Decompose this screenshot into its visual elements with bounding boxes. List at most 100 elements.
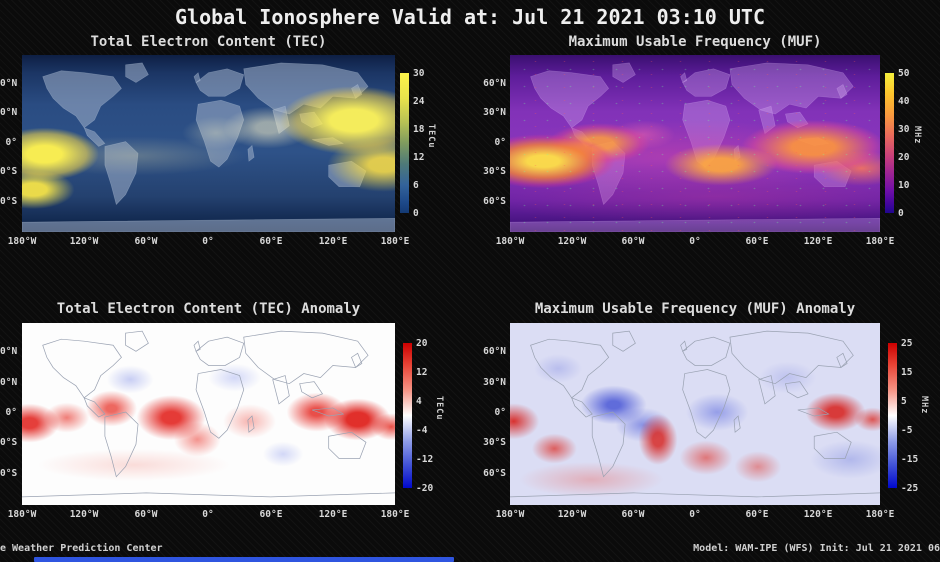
tec-anom-cbar-tick: 20 <box>416 338 428 349</box>
muf-cbar-tick: 50 <box>898 68 910 79</box>
tec-anom-xtick: 60°E <box>259 509 283 520</box>
tec-ytick: 0°S <box>0 196 17 207</box>
muf-map <box>510 55 880 232</box>
tec-anom-xtick: 120°E <box>318 509 348 520</box>
muf-anom-cbar-tick: -5 <box>901 425 913 436</box>
tec-anom-xtick: 60°W <box>134 509 158 520</box>
animation-progress-bar[interactable] <box>34 557 454 562</box>
panel-muf-title: Maximum Usable Frequency (MUF) <box>568 34 822 50</box>
tec-xtick: 0° <box>202 236 214 247</box>
muf-xtick: 0° <box>689 236 701 247</box>
tec-anom-ytick: 0°S <box>0 437 17 448</box>
muf-cbar-tick: 0 <box>898 208 904 219</box>
tec-anom-cbar-tick: -4 <box>416 425 428 436</box>
tec-ytick: 0° <box>5 137 17 148</box>
muf-anom-cbar-tick: 5 <box>901 396 907 407</box>
tec-xtick: 60°E <box>259 236 283 247</box>
muf-anom-cbar-tick: -15 <box>901 454 919 465</box>
tec-anom-ytick: 0°N <box>0 346 17 357</box>
tec-ytick: 0°S <box>0 166 17 177</box>
tec-map <box>22 55 395 232</box>
muf-ytick: 60°N <box>483 78 506 89</box>
muf-xtick: 180°W <box>495 236 525 247</box>
tec-anom-cbar-tick: 12 <box>416 367 428 378</box>
tec-anom-ytick: 0°S <box>0 468 17 479</box>
muf-anom-ytick: 0° <box>494 407 506 418</box>
tec-anom-cbar-tick: 4 <box>416 396 422 407</box>
tec-ytick: 0°N <box>0 78 17 89</box>
tec-cbar-tick: 12 <box>413 152 425 163</box>
tec-colorbar <box>400 73 409 213</box>
tec-anom-ytick: 0°N <box>0 377 17 388</box>
muf-anom-cbar-tick: -25 <box>901 483 919 494</box>
tec-cbar-tick: 0 <box>413 208 419 219</box>
coastlines-overlay <box>22 330 395 498</box>
muf-colorbar <box>885 73 894 213</box>
tec-cbar-tick: 6 <box>413 180 419 191</box>
tec-anom-ytick: 0° <box>5 407 17 418</box>
panel-tec-title: Total Electron Content (TEC) <box>90 34 327 50</box>
tec-anom-xtick: 180°W <box>7 509 37 520</box>
muf-cbar-unit: MHz <box>912 126 922 145</box>
panel-tec: Total Electron Content (TEC) 0 <box>0 34 470 284</box>
agency-credit: e Weather Prediction Center <box>0 543 163 554</box>
muf-anomaly-map <box>510 323 880 505</box>
muf-ytick: 0° <box>494 137 506 148</box>
muf-cbar-tick: 20 <box>898 152 910 163</box>
muf-anom-xtick: 120°W <box>557 509 587 520</box>
muf-anom-cbar-unit: MHz <box>919 396 929 415</box>
tec-anom-xtick: 120°W <box>69 509 99 520</box>
tec-cbar-unit: TECu <box>426 124 436 149</box>
tec-anomaly-overlay <box>22 323 395 505</box>
muf-cbar-tick: 10 <box>898 180 910 191</box>
muf-xtick: 180°E <box>865 236 895 247</box>
panel-muf: Maximum Usable Frequency (MUF) <box>483 34 940 284</box>
muf-cbar-tick: 40 <box>898 96 910 107</box>
tec-anom-cbar-tick: -20 <box>416 483 434 494</box>
muf-ytick: 30°N <box>483 107 506 118</box>
muf-anom-xtick: 120°E <box>803 509 833 520</box>
muf-cbar-tick: 30 <box>898 124 910 135</box>
muf-anom-xtick: 180°W <box>495 509 525 520</box>
muf-anomaly-overlay <box>510 323 880 505</box>
page-title: Global Ionosphere Valid at: Jul 21 2021 … <box>174 5 765 29</box>
panel-muf-anomaly: Maximum Usable Frequency (MUF) Anomaly <box>483 301 940 541</box>
tec-cbar-tick: 30 <box>413 68 425 79</box>
tec-anomaly-map <box>22 323 395 505</box>
tec-cbar-tick: 18 <box>413 124 425 135</box>
muf-anom-ytick: 30°N <box>483 377 506 388</box>
tec-anomaly-colorbar <box>403 343 412 488</box>
muf-ytick: 60°S <box>483 196 506 207</box>
muf-anom-xtick: 180°E <box>865 509 895 520</box>
panel-muf-anomaly-title: Maximum Usable Frequency (MUF) Anomaly <box>534 301 856 317</box>
panel-tec-anomaly: Total Electron Content (TEC) Anomaly <box>0 301 470 541</box>
muf-ytick: 30°S <box>483 166 506 177</box>
tec-ytick: 0°N <box>0 107 17 118</box>
model-init-info: Model: WAM-IPE (WFS) Init: Jul 21 2021 0… <box>693 543 940 554</box>
tec-anom-cbar-tick: -12 <box>416 454 434 465</box>
muf-heat-overlay <box>510 55 880 232</box>
muf-anom-xtick: 60°W <box>621 509 645 520</box>
muf-xtick: 60°W <box>621 236 645 247</box>
coastlines-overlay <box>510 330 880 498</box>
muf-anom-ytick: 60°S <box>483 468 506 479</box>
muf-anom-ytick: 30°S <box>483 437 506 448</box>
muf-anom-cbar-tick: 15 <box>901 367 913 378</box>
muf-anomaly-colorbar <box>888 343 897 488</box>
muf-xtick: 60°E <box>745 236 769 247</box>
panel-tec-anomaly-title: Total Electron Content (TEC) Anomaly <box>56 301 361 317</box>
muf-anom-ytick: 60°N <box>483 346 506 357</box>
tec-cbar-tick: 24 <box>413 96 425 107</box>
tec-xtick: 120°E <box>318 236 348 247</box>
muf-station-dots <box>510 55 880 232</box>
tec-heat-overlay <box>22 55 395 232</box>
tec-anom-xtick: 0° <box>202 509 214 520</box>
muf-anom-xtick: 0° <box>689 509 701 520</box>
muf-xtick: 120°E <box>803 236 833 247</box>
tec-anom-xtick: 180°E <box>380 509 410 520</box>
muf-anom-cbar-tick: 25 <box>901 338 913 349</box>
tec-xtick: 180°E <box>380 236 410 247</box>
tec-xtick: 180°W <box>7 236 37 247</box>
tec-xtick: 60°W <box>134 236 158 247</box>
